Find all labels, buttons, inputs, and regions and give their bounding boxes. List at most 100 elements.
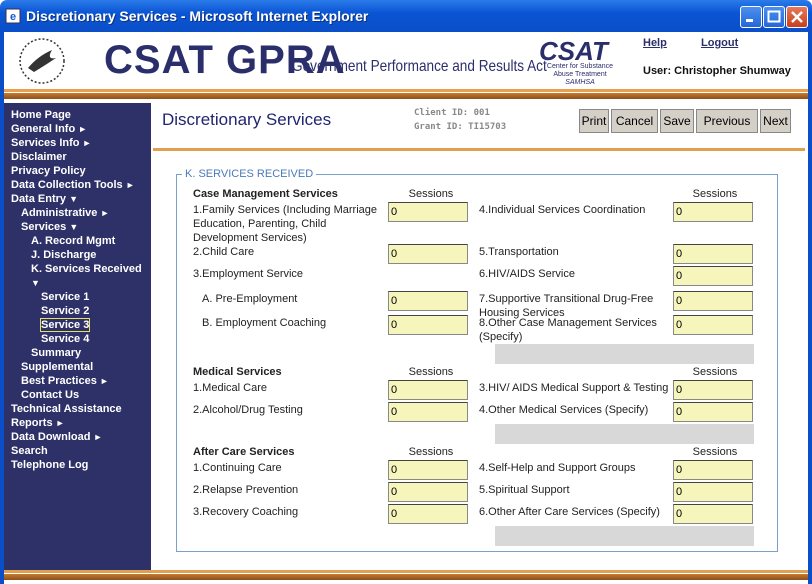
- nav-label[interactable]: J. Discharge: [31, 249, 97, 261]
- nav-label[interactable]: Service 2: [41, 305, 90, 317]
- nav-label[interactable]: Supplemental: [21, 361, 94, 373]
- nav-label[interactable]: Services Info: [11, 137, 80, 149]
- nav-item[interactable]: Data Collection Tools ►: [4, 178, 151, 192]
- sessions-input[interactable]: 0: [673, 266, 753, 286]
- sessions-input[interactable]: 0: [388, 460, 468, 480]
- nav-item[interactable]: Services Info ►: [4, 136, 151, 150]
- nav-arrow[interactable]: ▼: [31, 278, 40, 288]
- nav-item[interactable]: Data Entry ▼: [4, 192, 151, 206]
- sessions-input[interactable]: 0: [388, 402, 468, 422]
- nav-label[interactable]: Disclaimer: [11, 151, 67, 163]
- sessions-input[interactable]: 0: [673, 380, 753, 400]
- app-title: CSAT GPRA: [104, 38, 346, 82]
- nav-arrow[interactable]: ►: [93, 432, 103, 442]
- nav-item[interactable]: Telephone Log: [4, 458, 151, 472]
- nav-arrow[interactable]: ▼: [69, 222, 79, 232]
- nav-item[interactable]: K. Services Received ▼: [4, 262, 151, 290]
- specify-input[interactable]: [495, 526, 754, 546]
- nav-label[interactable]: Service 3: [39, 318, 91, 332]
- nav-item[interactable]: Summary: [4, 346, 151, 360]
- sessions-input[interactable]: 0: [673, 244, 753, 264]
- sessions-input[interactable]: 0: [673, 504, 753, 524]
- sessions-header: Sessions: [692, 446, 738, 458]
- nav-label[interactable]: K. Services Received: [31, 263, 142, 275]
- button[interactable]: Print: [579, 109, 609, 133]
- nav-item[interactable]: Search: [4, 444, 151, 458]
- nav-label[interactable]: Summary: [31, 347, 82, 359]
- nav-item[interactable]: Privacy Policy: [4, 164, 151, 178]
- sessions-input[interactable]: 0: [388, 482, 468, 502]
- field-label: 2.Child Care: [193, 246, 255, 258]
- nav-arrow[interactable]: ►: [99, 376, 109, 386]
- specify-input[interactable]: [495, 344, 754, 364]
- logout-link[interactable]: Logout: [701, 37, 739, 49]
- sessions-input[interactable]: 0: [673, 402, 753, 422]
- nav-item[interactable]: Best Practices ►: [4, 374, 151, 388]
- nav-item[interactable]: Service 3: [4, 318, 151, 332]
- sessions-input[interactable]: 0: [673, 460, 753, 480]
- maximize-button[interactable]: [763, 6, 785, 28]
- nav-item[interactable]: Services ▼: [4, 220, 151, 234]
- field-label: 1.Medical Care: [193, 382, 267, 394]
- nav-arrow[interactable]: ►: [82, 138, 92, 148]
- nav-item[interactable]: Administrative ►: [4, 206, 151, 220]
- nav-label[interactable]: Privacy Policy: [11, 165, 86, 177]
- nav-item[interactable]: Home Page: [4, 108, 151, 122]
- nav-item[interactable]: J. Discharge: [4, 248, 151, 262]
- sessions-input[interactable]: 0: [673, 291, 753, 311]
- nav-label[interactable]: Data Collection Tools: [11, 179, 123, 191]
- minimize-button[interactable]: [740, 6, 762, 28]
- sessions-input[interactable]: 0: [388, 291, 468, 311]
- nav-item[interactable]: General Info ►: [4, 122, 151, 136]
- sessions-input[interactable]: 0: [388, 202, 468, 222]
- nav-label[interactable]: Service 1: [41, 291, 90, 303]
- nav-arrow[interactable]: ►: [78, 124, 88, 134]
- nav-label[interactable]: Data Entry: [11, 193, 67, 205]
- nav-label[interactable]: Technical Assistance: [11, 403, 122, 415]
- nav-label[interactable]: Contact Us: [21, 389, 80, 401]
- sessions-input[interactable]: 0: [388, 315, 468, 335]
- nav-label[interactable]: General Info: [11, 123, 76, 135]
- sessions-input[interactable]: 0: [673, 315, 753, 335]
- specify-input[interactable]: [495, 424, 754, 444]
- user-name: User: Christopher Shumway: [643, 65, 791, 77]
- nav-label[interactable]: Home Page: [11, 109, 71, 121]
- nav-arrow[interactable]: ►: [125, 180, 135, 190]
- button[interactable]: Next: [760, 109, 791, 133]
- sessions-input[interactable]: 0: [388, 380, 468, 400]
- nav-item[interactable]: Service 4: [4, 332, 151, 346]
- sessions-input[interactable]: 0: [673, 482, 753, 502]
- nav-label[interactable]: Service 4: [41, 333, 90, 345]
- button[interactable]: Previous: [696, 109, 758, 133]
- nav-label[interactable]: Best Practices: [21, 375, 97, 387]
- nav-item[interactable]: Service 2: [4, 304, 151, 318]
- nav-arrow[interactable]: ►: [100, 208, 110, 218]
- nav-item[interactable]: A. Record Mgmt: [4, 234, 151, 248]
- close-button[interactable]: [786, 6, 808, 28]
- nav-label[interactable]: A. Record Mgmt: [31, 235, 116, 247]
- button[interactable]: Save: [660, 109, 694, 133]
- nav-item[interactable]: Technical Assistance: [4, 402, 151, 416]
- client-id: Client ID: 001: [414, 108, 490, 118]
- nav-label[interactable]: Services: [21, 221, 67, 233]
- sessions-input[interactable]: 0: [673, 202, 753, 222]
- help-link[interactable]: Help: [643, 37, 667, 49]
- nav-label[interactable]: Reports: [11, 417, 53, 429]
- nav-label[interactable]: Administrative: [21, 207, 98, 219]
- nav-item[interactable]: Supplemental: [4, 360, 151, 374]
- nav-arrow[interactable]: ▼: [69, 194, 79, 204]
- nav-item[interactable]: Data Download ►: [4, 430, 151, 444]
- nav-label[interactable]: Search: [11, 445, 48, 457]
- sessions-input[interactable]: 0: [388, 244, 468, 264]
- nav-item[interactable]: Disclaimer: [4, 150, 151, 164]
- field-label: 3.Recovery Coaching: [193, 506, 299, 518]
- button[interactable]: Cancel: [611, 109, 658, 133]
- sessions-input[interactable]: 0: [388, 504, 468, 524]
- nav-item[interactable]: Service 1: [4, 290, 151, 304]
- nav-item[interactable]: Reports ►: [4, 416, 151, 430]
- nav-arrow[interactable]: ►: [55, 418, 65, 428]
- nav-label[interactable]: Telephone Log: [11, 459, 89, 471]
- nav-item[interactable]: Contact Us: [4, 388, 151, 402]
- site-header: CSAT GPRA Government Performance and Res…: [4, 32, 808, 88]
- nav-label[interactable]: Data Download: [11, 431, 91, 443]
